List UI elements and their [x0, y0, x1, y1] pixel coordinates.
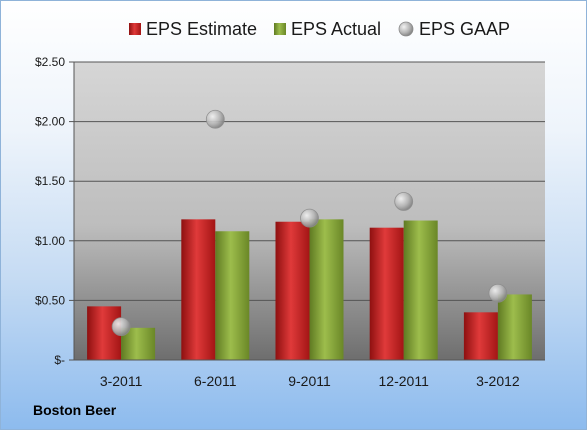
x-tick-label: 3-2011 — [100, 373, 143, 389]
point-eps-gaap — [300, 208, 319, 228]
y-tick-label: $0.50 — [35, 293, 65, 307]
gaap-points — [111, 109, 508, 337]
point-eps-gaap — [205, 109, 225, 129]
x-tick-label: 3-2012 — [476, 373, 520, 389]
legend-label: EPS Actual — [291, 19, 381, 39]
y-tick-label: $1.50 — [35, 174, 65, 188]
legend-label: EPS GAAP — [419, 19, 510, 39]
x-tick-label: 9-2011 — [288, 373, 331, 389]
bar-eps-actual — [215, 231, 250, 360]
bar-eps-estimate — [181, 219, 216, 360]
x-tick-label: 6-2011 — [194, 373, 237, 389]
bar-eps-estimate — [463, 312, 498, 360]
y-tick-label: $2.50 — [35, 55, 65, 69]
bar-eps-estimate — [275, 221, 310, 360]
x-tick-label: 12-2011 — [379, 373, 430, 389]
legend-swatch — [398, 21, 414, 37]
point-eps-gaap — [488, 283, 508, 303]
legend-swatch — [129, 23, 141, 35]
bar-eps-estimate — [369, 227, 404, 360]
bars — [87, 219, 532, 360]
point-eps-gaap — [111, 317, 131, 337]
axes: $- $0.50 $1.00 $1.50 $2.00 $2.50 3-2011 6-2011 9… — [35, 55, 545, 389]
point-eps-gaap — [394, 192, 414, 211]
bar-eps-actual — [309, 219, 344, 360]
legend-swatch — [274, 23, 286, 35]
company-name: Boston Beer — [33, 402, 117, 418]
legend: EPS Estimate EPS Actual EPS GAAP — [129, 19, 510, 39]
y-tick-label: $2.00 — [35, 115, 65, 129]
y-tick-label: $1.00 — [35, 234, 65, 248]
y-tick-label: $- — [54, 353, 65, 367]
bar-eps-actual — [497, 294, 532, 360]
bar-eps-actual — [403, 220, 438, 360]
legend-label: EPS Estimate — [146, 19, 257, 39]
